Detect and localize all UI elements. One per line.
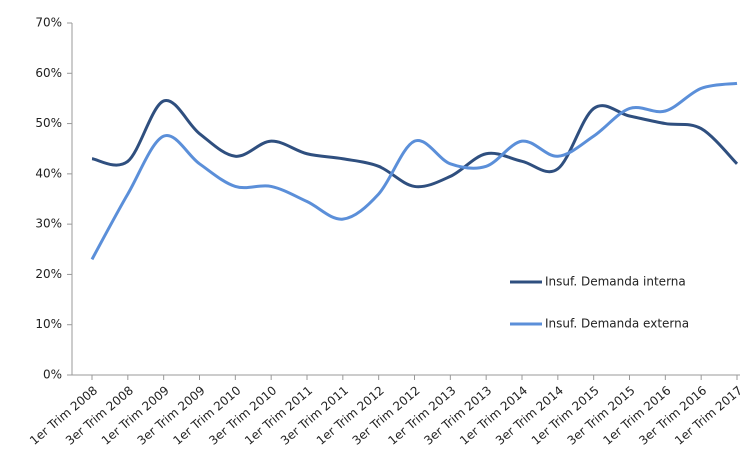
legend-label: Insuf. Demanda externa [545, 317, 689, 331]
y-tick-label: 70% [35, 16, 62, 30]
y-tick-label: 40% [35, 166, 62, 180]
y-tick-label: 60% [35, 66, 62, 80]
series-line [91, 99, 739, 189]
y-tick-label: 50% [35, 116, 62, 130]
y-tick-label: 10% [35, 317, 62, 331]
y-tick-label: 0% [43, 368, 62, 382]
legend-label: Insuf. Demanda interna [545, 275, 686, 289]
y-tick-label: 30% [35, 217, 62, 231]
y-tick-label: 20% [35, 267, 62, 281]
series-line [90, 81, 738, 261]
